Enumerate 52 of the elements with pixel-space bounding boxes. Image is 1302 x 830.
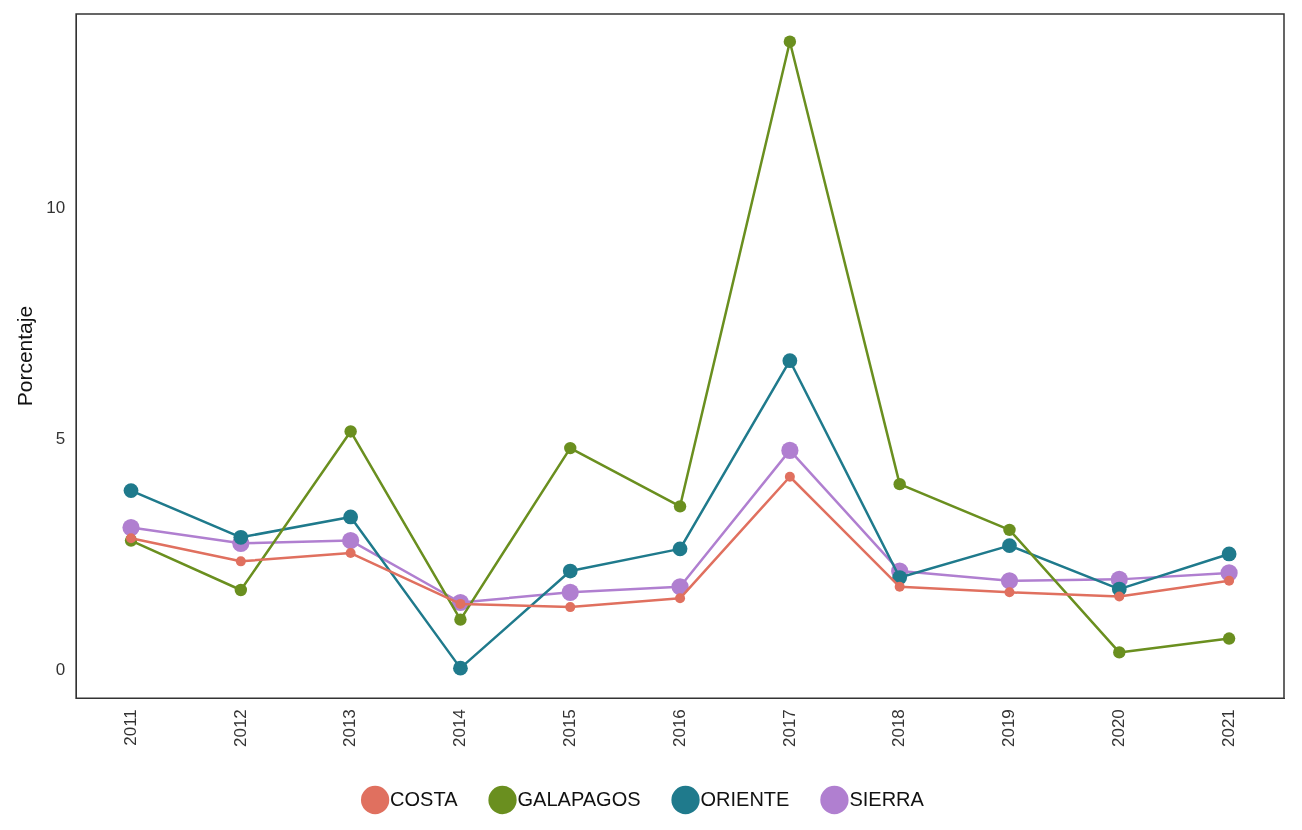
point <box>893 477 906 491</box>
x-tick-label: 2016 <box>669 709 689 748</box>
point <box>1224 575 1235 586</box>
point <box>564 441 577 455</box>
point <box>561 583 579 601</box>
y-tick-label: 5 <box>55 428 66 448</box>
point <box>673 500 687 513</box>
x-tick-label: 2012 <box>230 709 250 748</box>
point <box>234 583 248 597</box>
x-tick-label: 2017 <box>779 709 799 748</box>
point <box>894 581 905 592</box>
point <box>1114 591 1125 602</box>
point <box>672 541 688 557</box>
point <box>781 441 799 459</box>
x-tick-label: 2011 <box>120 709 140 746</box>
point <box>343 509 359 525</box>
point <box>1004 587 1015 598</box>
legend-label: GALAPAGOS <box>517 787 641 810</box>
x-tick-label: 2018 <box>889 709 909 748</box>
point <box>454 613 467 626</box>
point <box>1000 572 1019 590</box>
x-tick-label: 2015 <box>559 709 579 748</box>
y-tick-label: 10 <box>46 197 66 217</box>
x-tick-label: 2020 <box>1108 709 1128 748</box>
legend-label: COSTA <box>390 787 459 810</box>
x-tick-label: 2014 <box>450 709 470 748</box>
point <box>1113 646 1126 659</box>
point <box>344 425 357 438</box>
point <box>1002 538 1017 554</box>
point <box>233 529 249 545</box>
point <box>345 548 356 559</box>
point <box>675 593 686 604</box>
y-tick-label: 0 <box>55 660 66 680</box>
point <box>453 660 468 676</box>
point <box>562 563 578 579</box>
point <box>1222 632 1236 645</box>
point <box>123 483 139 499</box>
point <box>235 556 246 567</box>
x-tick-label: 2013 <box>340 709 360 748</box>
point <box>565 602 576 613</box>
point <box>1221 546 1237 562</box>
x-tick-label: 2021 <box>1218 709 1238 748</box>
legend-label: SIERRA <box>849 787 925 810</box>
point <box>342 531 360 550</box>
legend-label: ORIENTE <box>700 787 790 810</box>
y-axis-title: Porcentaje <box>13 305 37 407</box>
point <box>782 353 798 369</box>
point <box>122 519 140 537</box>
point <box>1003 523 1016 537</box>
point <box>783 35 797 48</box>
x-tick-label: 2019 <box>999 709 1019 748</box>
point <box>784 471 795 482</box>
